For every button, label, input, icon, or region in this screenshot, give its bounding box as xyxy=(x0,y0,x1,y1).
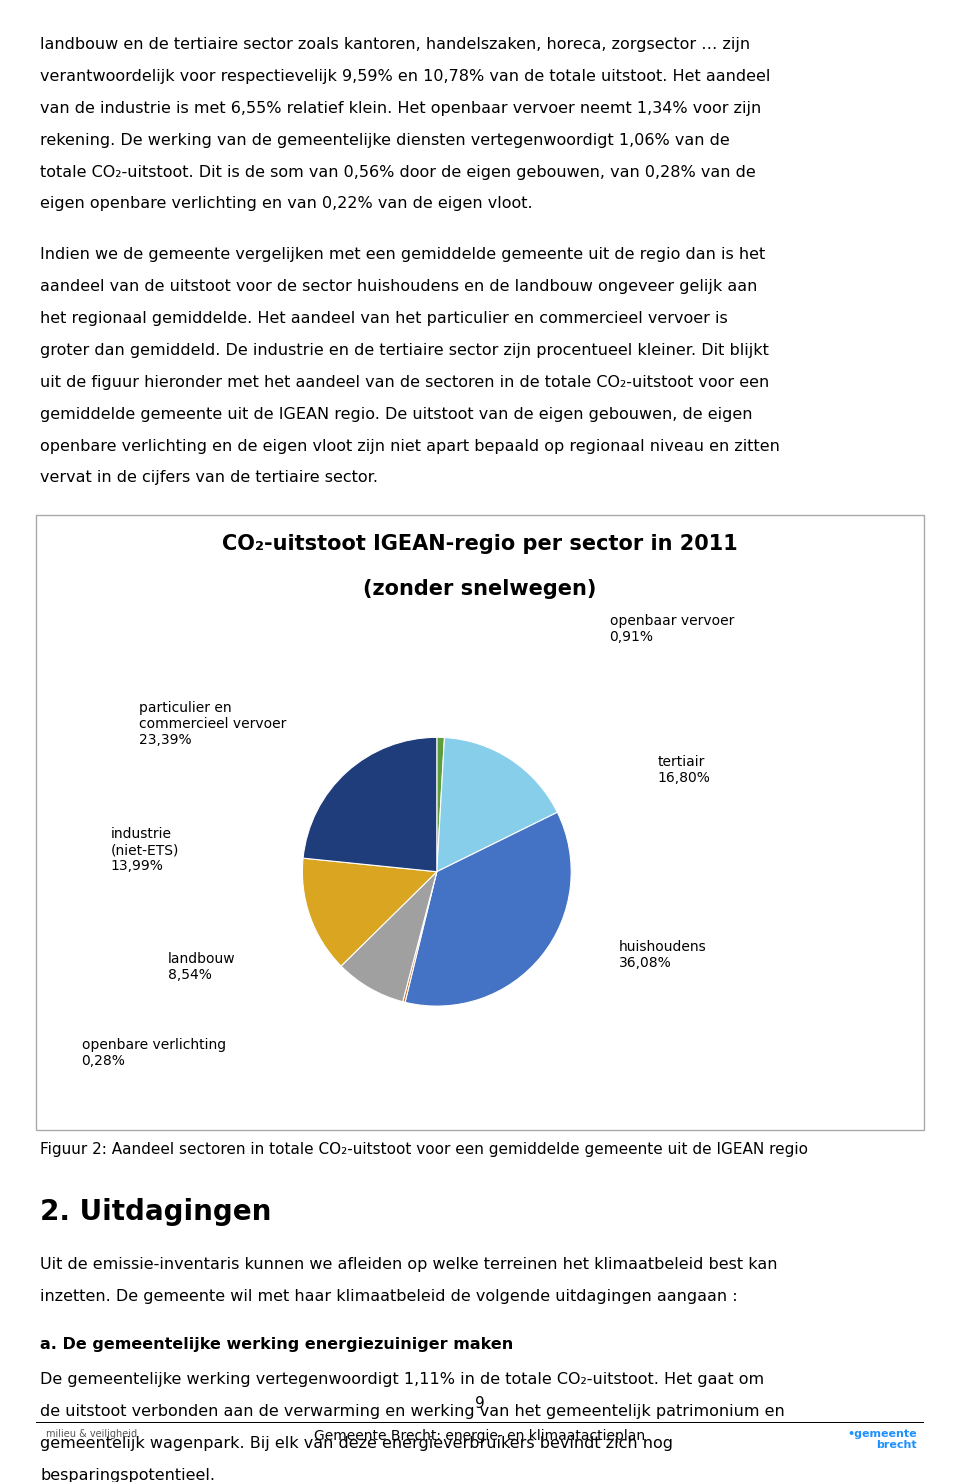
Text: vervat in de cijfers van de tertiaire sector.: vervat in de cijfers van de tertiaire se… xyxy=(40,470,378,486)
Text: tertiair
16,80%: tertiair 16,80% xyxy=(658,756,710,785)
Text: Figuur 2: Aandeel sectoren in totale CO₂-uitstoot voor een gemiddelde gemeente u: Figuur 2: Aandeel sectoren in totale CO₂… xyxy=(40,1141,808,1157)
Text: van de industrie is met 6,55% relatief klein. Het openbaar vervoer neemt 1,34% v: van de industrie is met 6,55% relatief k… xyxy=(40,101,761,116)
Wedge shape xyxy=(303,738,437,871)
Wedge shape xyxy=(341,871,437,1002)
Text: uit de figuur hieronder met het aandeel van de sectoren in de totale CO₂-uitstoo: uit de figuur hieronder met het aandeel … xyxy=(40,375,770,390)
Text: De gemeentelijke werking vertegenwoordigt 1,11% in de totale CO₂-uitstoot. Het g: De gemeentelijke werking vertegenwoordig… xyxy=(40,1372,764,1387)
Text: Indien we de gemeente vergelijken met een gemiddelde gemeente uit de regio dan i: Indien we de gemeente vergelijken met ee… xyxy=(40,247,765,262)
Wedge shape xyxy=(437,738,558,871)
Text: groter dan gemiddeld. De industrie en de tertiaire sector zijn procentueel klein: groter dan gemiddeld. De industrie en de… xyxy=(40,342,769,359)
Text: totale CO₂-uitstoot. Dit is de som van 0,56% door de eigen gebouwen, van 0,28% v: totale CO₂-uitstoot. Dit is de som van 0… xyxy=(40,165,756,179)
Text: •gemeente
brecht: •gemeente brecht xyxy=(847,1429,917,1451)
Text: (zonder snelwegen): (zonder snelwegen) xyxy=(363,578,597,599)
Bar xyxy=(36,514,924,1129)
Text: Gemeente Brecht: energie- en klimaatactieplan: Gemeente Brecht: energie- en klimaatacti… xyxy=(315,1429,645,1442)
Wedge shape xyxy=(403,871,437,1002)
Text: 2. Uitdagingen: 2. Uitdagingen xyxy=(40,1197,272,1226)
Wedge shape xyxy=(302,858,437,966)
Text: openbare verlichting en de eigen vloot zijn niet apart bepaald op regionaal nive: openbare verlichting en de eigen vloot z… xyxy=(40,439,780,453)
Text: inzetten. De gemeente wil met haar klimaatbeleid de volgende uitdagingen aangaan: inzetten. De gemeente wil met haar klima… xyxy=(40,1289,738,1304)
Text: aandeel van de uitstoot voor de sector huishoudens en de landbouw ongeveer gelij: aandeel van de uitstoot voor de sector h… xyxy=(40,279,757,295)
Text: de uitstoot verbonden aan de verwarming en werking van het gemeentelijk patrimon: de uitstoot verbonden aan de verwarming … xyxy=(40,1403,785,1420)
Wedge shape xyxy=(405,812,571,1006)
Text: 9: 9 xyxy=(475,1396,485,1411)
Text: milieu & veiligheid: milieu & veiligheid xyxy=(46,1429,137,1439)
Text: landbouw
8,54%: landbouw 8,54% xyxy=(168,951,235,983)
Text: industrie
(niet-ETS)
13,99%: industrie (niet-ETS) 13,99% xyxy=(110,827,179,873)
Text: openbare verlichting
0,28%: openbare verlichting 0,28% xyxy=(82,1037,226,1069)
Text: eigen openbare verlichting en van 0,22% van de eigen vloot.: eigen openbare verlichting en van 0,22% … xyxy=(40,196,533,212)
Text: particulier en
commercieel vervoer
23,39%: particulier en commercieel vervoer 23,39… xyxy=(139,701,287,747)
Text: openbaar vervoer
0,91%: openbaar vervoer 0,91% xyxy=(610,614,734,643)
Text: CO₂-uitstoot IGEAN-regio per sector in 2011: CO₂-uitstoot IGEAN-regio per sector in 2… xyxy=(222,534,738,554)
Text: landbouw en de tertiaire sector zoals kantoren, handelszaken, horeca, zorgsector: landbouw en de tertiaire sector zoals ka… xyxy=(40,37,751,52)
Text: gemeentelijk wagenpark. Bij elk van deze energieverbruikers bevindt zich nog: gemeentelijk wagenpark. Bij elk van deze… xyxy=(40,1436,673,1451)
Text: Uit de emissie-inventaris kunnen we afleiden op welke terreinen het klimaatbelei: Uit de emissie-inventaris kunnen we afle… xyxy=(40,1257,778,1273)
Wedge shape xyxy=(437,738,444,871)
Text: rekening. De werking van de gemeentelijke diensten vertegenwoordigt 1,06% van de: rekening. De werking van de gemeentelijk… xyxy=(40,133,730,148)
Text: besparingspotentieel.: besparingspotentieel. xyxy=(40,1467,215,1482)
Text: het regionaal gemiddelde. Het aandeel van het particulier en commercieel vervoer: het regionaal gemiddelde. Het aandeel va… xyxy=(40,311,728,326)
Text: gemiddelde gemeente uit de IGEAN regio. De uitstoot van de eigen gebouwen, de ei: gemiddelde gemeente uit de IGEAN regio. … xyxy=(40,406,753,422)
Text: a. De gemeentelijke werking energiezuiniger maken: a. De gemeentelijke werking energiezuini… xyxy=(40,1337,514,1352)
Text: verantwoordelijk voor respectievelijk 9,59% en 10,78% van de totale uitstoot. He: verantwoordelijk voor respectievelijk 9,… xyxy=(40,70,771,84)
Text: huishoudens
36,08%: huishoudens 36,08% xyxy=(619,940,707,969)
